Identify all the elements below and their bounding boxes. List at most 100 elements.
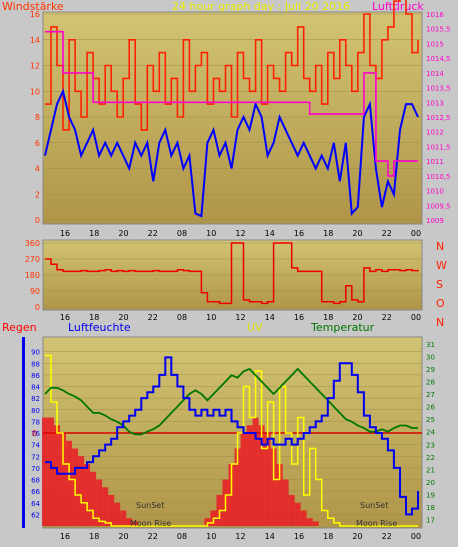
moonrise-label: Moon Rise: [130, 519, 171, 528]
wind-pressure-chart: 024681012141610091009,510101010,51011101…: [30, 0, 451, 238]
y-tick-left: 2: [35, 190, 40, 199]
x-tick-label: 16: [294, 313, 304, 322]
y-tick-left: 80: [31, 407, 40, 415]
rain-level-label: 0: [32, 429, 37, 438]
y-tick-label: 270: [25, 255, 40, 264]
sun-bar: [132, 521, 139, 526]
sun-bar: [126, 518, 133, 526]
sun-bar: [84, 464, 91, 526]
y-tick-left: 78: [31, 418, 40, 426]
y-tick-left: 86: [31, 372, 40, 380]
y-tick-right: 31: [426, 341, 435, 349]
y-tick-left: 10: [30, 87, 40, 96]
x-tick-label: 16: [60, 313, 70, 322]
x-tick-label: 22: [148, 313, 158, 322]
pressure-label: Luftdruck: [372, 0, 424, 13]
y-tick-right: 1010: [426, 188, 444, 196]
y-tick-right: 1013: [426, 99, 444, 107]
y-tick-left: 82: [31, 395, 40, 403]
y-tick-right: 23: [426, 441, 435, 449]
x-tick-label: 14: [265, 229, 275, 238]
y-tick-right: 18: [426, 504, 435, 512]
y-tick-label: 0: [35, 303, 40, 312]
x-tick-label: 12: [235, 313, 245, 322]
humidity-temp-chart: 62 64 66 68 70 72 74 76 78 80 82 84 86 88 90 17 18 19 20 21…: [31, 341, 435, 541]
y-tick-right: 1015,5: [426, 26, 451, 34]
y-tick-right: 1012: [426, 129, 444, 137]
x-tick-label: 08: [177, 313, 187, 322]
y-tick-right: 1010,5: [426, 173, 451, 181]
y-tick-right: 24: [426, 429, 435, 437]
y-tick-label: 90: [30, 287, 40, 296]
x-tick-label: 20: [118, 313, 128, 322]
avg-wind-series: [44, 88, 419, 218]
sun-bar: [288, 495, 295, 526]
y-tick-left: 70: [31, 465, 40, 473]
compass-label: O: [436, 297, 445, 310]
y-tick-right: 19: [426, 492, 435, 500]
y-tick-left: 0: [35, 216, 40, 225]
page-title: 24 hour graph day : Juli 20 2016: [172, 0, 350, 13]
y-tick-right: 30: [426, 353, 435, 361]
x-tick-label: 16: [294, 229, 304, 238]
sun-bar: [78, 456, 85, 526]
sun-bar: [54, 425, 61, 526]
y-tick-left: 90: [31, 349, 40, 357]
sun-bar: [48, 417, 55, 526]
x-tick-label: 20: [118, 229, 128, 238]
sun-bar: [282, 479, 289, 526]
y-tick-left: 84: [31, 384, 40, 392]
x-tick-label: 18: [323, 313, 333, 322]
rain-scale-bar: [22, 337, 25, 528]
y-tick-right: 1014,5: [426, 55, 451, 63]
y-tick-right: 1011: [426, 158, 444, 166]
sunset-label: SunSet: [136, 501, 164, 510]
x-tick-label: 10: [206, 229, 216, 238]
x-tick-label: 22: [382, 532, 392, 541]
y-tick-right: 26: [426, 404, 435, 412]
compass-label: N: [436, 316, 444, 329]
y-tick-left: 88: [31, 360, 40, 368]
humidity-series: [45, 356, 419, 516]
x-tick-label: 12: [235, 229, 245, 238]
x-tick-label: 22: [148, 532, 158, 541]
x-tick-label: 08: [177, 229, 187, 238]
y-tick-right: 29: [426, 366, 435, 374]
y-tick-left: 66: [31, 488, 40, 496]
x-tick-label: 00: [411, 229, 421, 238]
sun-bar: [96, 479, 103, 526]
y-tick-right: 1013,5: [426, 85, 451, 93]
y-tick-right: 25: [426, 416, 435, 424]
compass-label: W: [436, 259, 447, 272]
y-tick-right: 1015: [426, 40, 444, 48]
y-tick-left: 16: [30, 10, 40, 19]
y-tick-right: 1011,5: [426, 143, 451, 151]
x-tick-label: 20: [352, 313, 362, 322]
x-tick-label: 16: [294, 532, 304, 541]
y-tick-left: 64: [31, 500, 40, 508]
x-tick-label: 10: [206, 532, 216, 541]
y-tick-right: 1016: [426, 11, 444, 19]
y-tick-right: 28: [426, 378, 435, 386]
windspeed-label: Windstärke: [2, 0, 64, 13]
gust-series: [45, 0, 419, 131]
x-tick-label: 10: [206, 313, 216, 322]
sun-bar: [108, 495, 115, 526]
sun-bar: [120, 510, 127, 526]
x-tick-label: 12: [235, 532, 245, 541]
sun-bar: [42, 417, 48, 526]
x-tick-label: 20: [352, 229, 362, 238]
sun-bar: [246, 425, 253, 526]
sun-bar: [240, 433, 247, 526]
rain-label: Regen: [2, 321, 37, 334]
y-tick-left: 8: [35, 113, 40, 122]
sun-bar: [276, 464, 283, 526]
y-tick-left: 62: [31, 511, 40, 519]
temperature-label: Temperatur: [310, 321, 375, 334]
sun-bar: [234, 448, 241, 526]
y-tick-right: 1012,5: [426, 114, 451, 122]
x-tick-label: 14: [265, 532, 275, 541]
direction-series: [45, 242, 419, 305]
